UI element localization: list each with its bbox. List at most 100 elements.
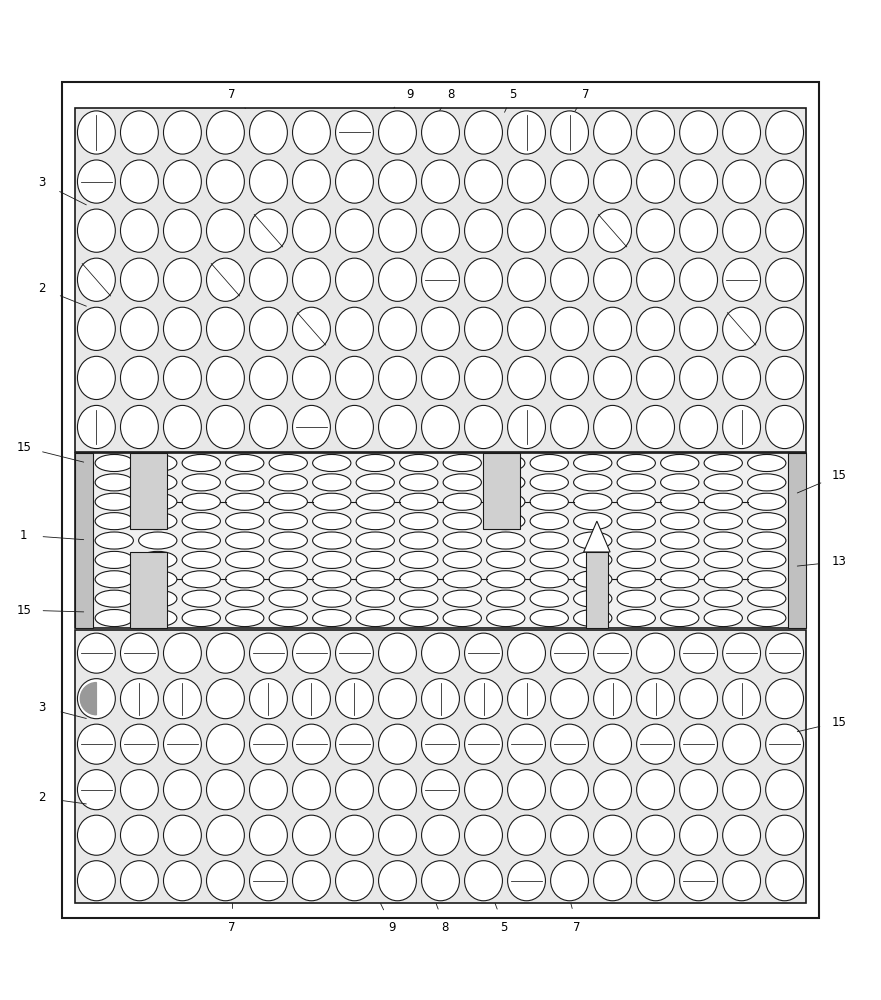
Ellipse shape <box>637 209 675 252</box>
Ellipse shape <box>356 590 395 607</box>
Ellipse shape <box>164 111 202 154</box>
Bar <box>75 453 806 628</box>
Ellipse shape <box>594 307 632 350</box>
Ellipse shape <box>356 551 395 568</box>
Ellipse shape <box>443 474 481 491</box>
Ellipse shape <box>164 770 202 810</box>
Bar <box>788 453 806 628</box>
Ellipse shape <box>507 633 545 673</box>
Ellipse shape <box>422 770 459 810</box>
Ellipse shape <box>574 590 612 607</box>
Ellipse shape <box>379 111 417 154</box>
Text: 7: 7 <box>228 88 235 101</box>
Ellipse shape <box>422 209 459 252</box>
Ellipse shape <box>336 209 374 252</box>
Ellipse shape <box>530 532 568 549</box>
Ellipse shape <box>704 571 743 588</box>
Ellipse shape <box>379 160 417 203</box>
Ellipse shape <box>121 111 159 154</box>
Ellipse shape <box>249 679 287 719</box>
Ellipse shape <box>379 356 417 400</box>
Ellipse shape <box>574 610 612 627</box>
Ellipse shape <box>313 610 351 627</box>
Ellipse shape <box>722 307 760 350</box>
Ellipse shape <box>379 815 417 855</box>
Ellipse shape <box>422 861 459 901</box>
Ellipse shape <box>269 493 307 510</box>
Ellipse shape <box>138 571 177 588</box>
Ellipse shape <box>78 815 115 855</box>
Ellipse shape <box>78 724 115 764</box>
Ellipse shape <box>766 815 803 855</box>
Ellipse shape <box>121 633 159 673</box>
Ellipse shape <box>704 513 743 530</box>
Ellipse shape <box>748 571 786 588</box>
Ellipse shape <box>121 679 159 719</box>
Ellipse shape <box>486 571 525 588</box>
Ellipse shape <box>121 307 159 350</box>
Ellipse shape <box>95 590 133 607</box>
Bar <box>75 453 93 628</box>
Ellipse shape <box>679 356 717 400</box>
Ellipse shape <box>249 405 287 449</box>
Ellipse shape <box>164 160 202 203</box>
Ellipse shape <box>574 454 612 472</box>
Ellipse shape <box>379 209 417 252</box>
Ellipse shape <box>249 861 287 901</box>
Ellipse shape <box>121 356 159 400</box>
Ellipse shape <box>722 111 760 154</box>
Ellipse shape <box>249 633 287 673</box>
Ellipse shape <box>766 724 803 764</box>
Text: 3: 3 <box>39 176 46 189</box>
Bar <box>586 552 608 628</box>
Ellipse shape <box>95 454 133 472</box>
Ellipse shape <box>206 861 244 901</box>
Ellipse shape <box>336 861 374 901</box>
Ellipse shape <box>530 610 568 627</box>
Ellipse shape <box>594 258 632 301</box>
Ellipse shape <box>748 590 786 607</box>
Ellipse shape <box>422 258 459 301</box>
Ellipse shape <box>464 307 502 350</box>
Ellipse shape <box>507 815 545 855</box>
Ellipse shape <box>292 405 330 449</box>
Ellipse shape <box>249 815 287 855</box>
Ellipse shape <box>486 493 525 510</box>
Ellipse shape <box>226 474 264 491</box>
Ellipse shape <box>292 356 330 400</box>
Ellipse shape <box>574 571 612 588</box>
Ellipse shape <box>121 861 159 901</box>
Ellipse shape <box>766 356 803 400</box>
Ellipse shape <box>443 513 481 530</box>
Ellipse shape <box>486 610 525 627</box>
Ellipse shape <box>748 454 786 472</box>
Ellipse shape <box>336 307 374 350</box>
Ellipse shape <box>269 454 307 472</box>
Ellipse shape <box>766 405 803 449</box>
Ellipse shape <box>661 493 699 510</box>
Ellipse shape <box>679 258 717 301</box>
Bar <box>62 82 819 918</box>
Ellipse shape <box>400 571 438 588</box>
Ellipse shape <box>722 770 760 810</box>
Ellipse shape <box>336 258 374 301</box>
Ellipse shape <box>637 815 675 855</box>
Ellipse shape <box>704 474 743 491</box>
Ellipse shape <box>336 356 374 400</box>
Ellipse shape <box>443 532 481 549</box>
Ellipse shape <box>594 770 632 810</box>
Ellipse shape <box>679 160 717 203</box>
Ellipse shape <box>574 532 612 549</box>
Ellipse shape <box>722 815 760 855</box>
Ellipse shape <box>182 493 220 510</box>
Ellipse shape <box>121 724 159 764</box>
Ellipse shape <box>226 513 264 530</box>
Ellipse shape <box>269 551 307 568</box>
Ellipse shape <box>530 454 568 472</box>
Ellipse shape <box>704 493 743 510</box>
Ellipse shape <box>422 307 459 350</box>
Ellipse shape <box>379 633 417 673</box>
Ellipse shape <box>637 111 675 154</box>
Ellipse shape <box>292 861 330 901</box>
Ellipse shape <box>679 209 717 252</box>
